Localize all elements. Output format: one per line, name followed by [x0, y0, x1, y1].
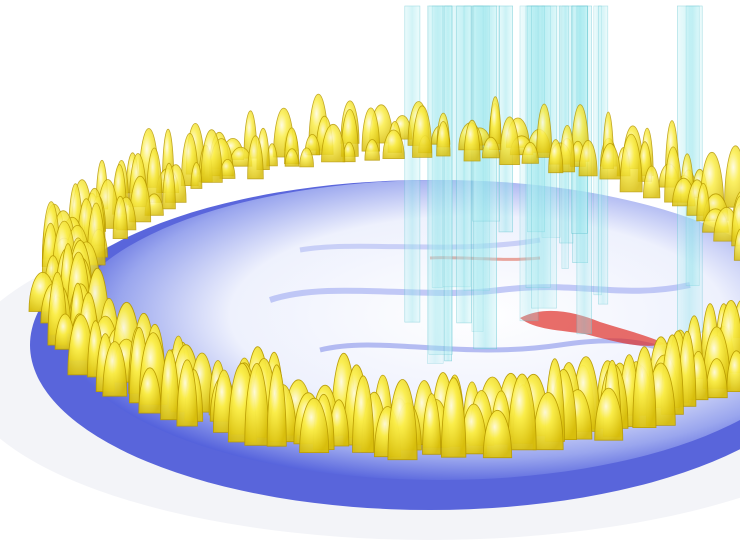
isosurface-blob [489, 96, 502, 150]
plane-red-region [520, 310, 665, 346]
isosurface-blob [463, 119, 481, 162]
isosurface-blob [340, 108, 359, 157]
isosurface-blob [162, 162, 176, 210]
flow-column [456, 5, 472, 324]
isosurface-blob [632, 346, 657, 428]
isosurface-blob [176, 359, 198, 427]
isosurface-blob [619, 133, 643, 193]
isosurface-blob [733, 228, 740, 261]
isosurface-blob [594, 387, 624, 441]
isosurface-blob [482, 409, 513, 459]
isosurface-blob [499, 116, 520, 165]
vertical-columns [404, 5, 703, 364]
isosurface-blob [521, 141, 539, 164]
isosurface-blob [361, 107, 381, 152]
isosurface-blob [422, 393, 442, 455]
isosurface-blob [382, 129, 405, 159]
isosurface-blob [507, 373, 537, 451]
isosurface-blob [266, 364, 287, 447]
isosurface-blob [352, 375, 375, 453]
isosurface-blob [536, 103, 553, 158]
isosurface-blob [440, 377, 467, 458]
flow-column [404, 5, 421, 323]
isosurface-blob [481, 136, 500, 159]
isosurface-blob [247, 135, 264, 180]
isosurface-blob [129, 175, 152, 223]
isosurface-blob [138, 367, 162, 414]
isosurface-blob [726, 350, 740, 392]
isosurface-blob [599, 143, 621, 180]
isosurface-blob [112, 195, 128, 239]
isosurface-blob [146, 147, 163, 203]
flow-column [676, 5, 703, 333]
isosurface-blob [436, 120, 451, 157]
isosurface-blob [578, 139, 598, 177]
isosurface-blob [200, 129, 223, 183]
isosurface-blob [696, 182, 711, 222]
isosurface-ring [28, 93, 740, 461]
isosurface-blob [642, 165, 661, 199]
isosurface-blob [548, 139, 564, 174]
isosurface-blob [284, 148, 300, 167]
plane-streak [269, 282, 691, 303]
isosurface-blob [321, 123, 346, 163]
isosurface-blob [102, 341, 128, 397]
isosurface-blob [299, 147, 314, 168]
isosurface-blob [364, 139, 380, 161]
isosurface-blob [724, 145, 740, 208]
isosurface-blob [299, 397, 330, 453]
isosurface-blob [190, 162, 203, 189]
flow-column [428, 5, 453, 355]
isosurface-blob [387, 379, 418, 461]
isosurface-blob [412, 105, 433, 158]
